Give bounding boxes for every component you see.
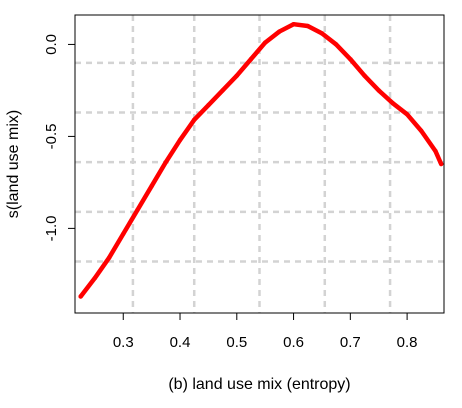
data-point <box>404 112 410 117</box>
x-tick-label: 0.8 <box>397 334 418 351</box>
y-tick-label: -1.0 <box>43 215 60 241</box>
data-point <box>319 31 325 36</box>
plot-frame <box>74 14 445 314</box>
grid-lines <box>75 15 444 313</box>
data-point <box>262 40 268 45</box>
x-tick-label: 0.3 <box>113 334 134 351</box>
data-point <box>177 137 183 143</box>
data-point <box>305 23 310 29</box>
data-point <box>220 88 225 93</box>
data-point <box>376 88 381 93</box>
x-tick-label: 0.6 <box>283 334 304 351</box>
data-point <box>106 255 112 261</box>
y-tick-label: -0.5 <box>43 123 60 149</box>
data-point <box>277 29 282 34</box>
data-point <box>234 73 239 78</box>
data-point <box>438 161 444 167</box>
data-point <box>149 183 154 189</box>
data-point <box>291 21 296 27</box>
data-point <box>390 101 396 106</box>
data-point <box>78 294 83 299</box>
data-point <box>333 42 339 47</box>
data-point <box>92 275 98 281</box>
y-tick-label: 0.0 <box>43 34 60 55</box>
data-point <box>248 56 254 62</box>
x-tick-label: 0.4 <box>170 334 191 351</box>
x-tick-label: 0.7 <box>340 334 361 351</box>
x-tick-label: 0.5 <box>226 334 247 351</box>
x-axis: 0.3 0.4 0.5 0.6 0.7 0.8 <box>113 313 418 351</box>
data-point <box>192 117 197 123</box>
y-axis: 0.0 -0.5 -1.0 <box>43 34 75 241</box>
data-point <box>433 148 438 154</box>
x-axis-label: (b) land use mix (entropy) <box>168 376 350 393</box>
data-point <box>419 128 424 134</box>
data-point <box>206 102 211 108</box>
data-point <box>348 56 353 62</box>
data-point <box>121 231 126 237</box>
data-point <box>163 159 169 165</box>
y-axis-label: s(land use mix) <box>5 110 22 218</box>
data-point <box>135 207 140 213</box>
data-point <box>362 73 367 78</box>
series-line <box>78 21 444 299</box>
series-points <box>78 21 444 299</box>
